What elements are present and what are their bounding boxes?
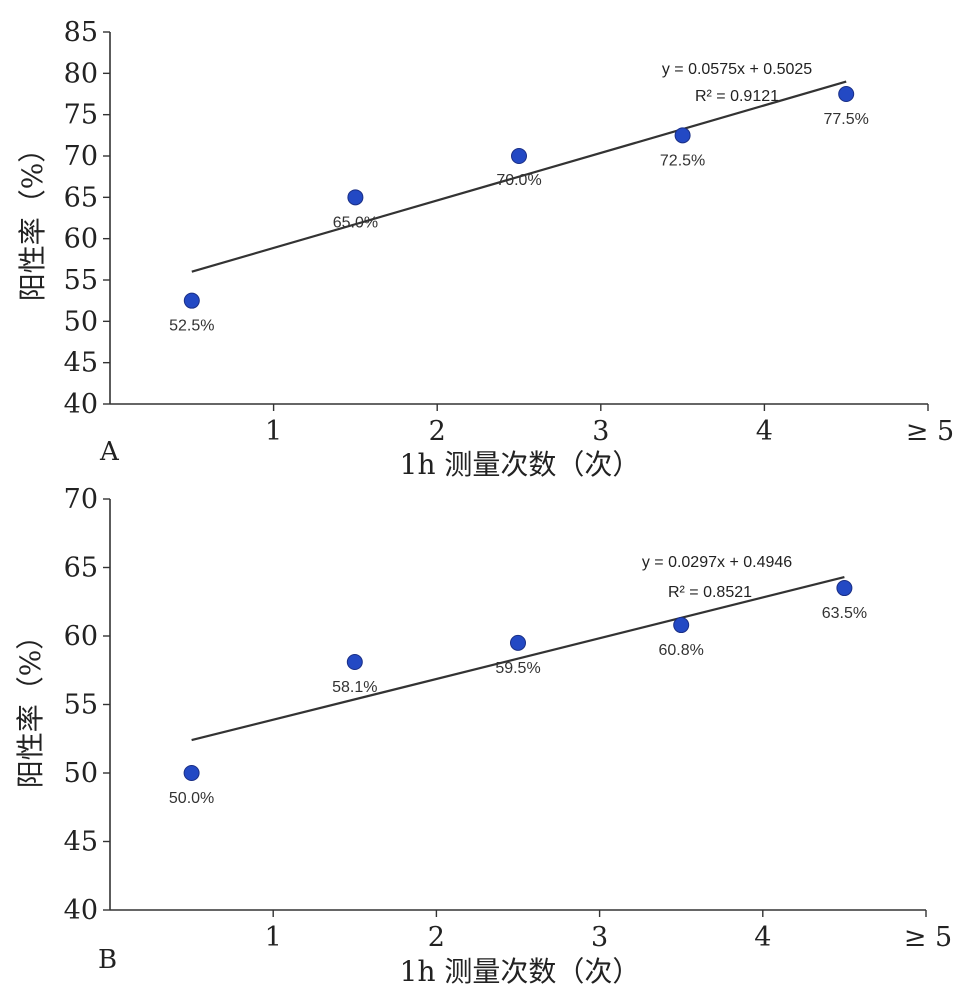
x-axis-title: 1h 测量次数（次） — [400, 448, 641, 481]
y-tick-label: 60 — [64, 621, 98, 652]
y-tick-label: 45 — [64, 827, 98, 858]
data-point — [346, 654, 363, 671]
x-tick-label: 4 — [756, 416, 773, 447]
data-point — [511, 148, 527, 164]
data-point — [347, 189, 364, 206]
y-tick-label: 75 — [64, 100, 98, 131]
data-point — [836, 580, 853, 597]
y-tick-label: 60 — [64, 224, 98, 255]
panel-label: A — [99, 437, 120, 467]
data-point — [674, 127, 691, 144]
x-tick-label: ≥ 5 — [904, 922, 952, 953]
y-tick-label: 40 — [64, 389, 98, 420]
data-label: 65.0% — [333, 214, 378, 231]
trend-line — [191, 576, 845, 742]
data-label: 58.1% — [332, 679, 377, 696]
data-label: 70.0% — [496, 172, 541, 189]
y-tick-label: 40 — [64, 895, 98, 926]
y-tick-label: 50 — [64, 758, 98, 789]
trend-r-squared: R² = 0.8521 — [668, 584, 752, 601]
y-tick-label: 65 — [64, 182, 98, 213]
x-tick-label: 2 — [429, 416, 446, 447]
x-tick-label: 2 — [428, 922, 445, 953]
y-tick-label: 70 — [64, 484, 98, 515]
y-axis-title: 阳性率（%） — [16, 135, 49, 302]
y-axis-title: 阳性率（%） — [14, 622, 47, 789]
x-tick-label: 3 — [591, 922, 608, 953]
x-tick-label: 1 — [265, 416, 282, 447]
data-point — [510, 634, 526, 651]
y-tick-label: 65 — [64, 553, 98, 584]
panel-label: B — [98, 945, 117, 975]
data-label: 60.8% — [659, 642, 704, 659]
data-label: 77.5% — [824, 111, 869, 128]
y-tick-label: 45 — [64, 348, 98, 379]
y-tick-label: 55 — [64, 265, 98, 296]
data-point — [673, 617, 690, 634]
trend-equation: y = 0.0297x + 0.4946 — [642, 554, 792, 571]
data-point — [183, 765, 200, 781]
y-tick-label: 55 — [64, 690, 98, 721]
data-label: 52.5% — [169, 318, 214, 335]
x-tick-label: 1 — [265, 922, 282, 953]
y-tick-label: 70 — [64, 141, 98, 172]
data-label: 50.0% — [169, 790, 214, 807]
data-label: 63.5% — [822, 605, 867, 622]
y-tick-label: 80 — [64, 58, 98, 89]
data-point — [183, 292, 200, 309]
x-tick-label: ≥ 5 — [906, 416, 954, 447]
data-point — [838, 86, 855, 102]
trend-line — [191, 80, 847, 273]
trend-equation: y = 0.0575x + 0.5025 — [662, 61, 812, 78]
y-tick-label: 85 — [64, 17, 98, 48]
data-label: 59.5% — [495, 660, 540, 677]
x-axis-title: 1h 测量次数（次） — [400, 955, 641, 988]
x-tick-label: 4 — [754, 922, 771, 953]
data-label: 72.5% — [660, 152, 705, 169]
y-tick-label: 50 — [64, 306, 98, 337]
trend-r-squared: R² = 0.9121 — [695, 88, 779, 105]
x-tick-label: 3 — [592, 416, 609, 447]
